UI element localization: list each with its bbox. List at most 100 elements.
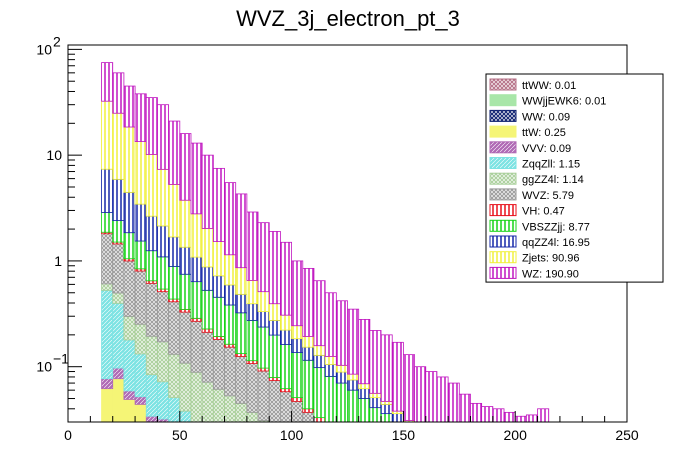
bar <box>157 104 170 170</box>
bar <box>235 293 248 314</box>
bar <box>168 353 181 399</box>
bar <box>145 415 158 423</box>
bar <box>201 328 214 333</box>
bar <box>492 408 505 423</box>
bar <box>268 334 281 378</box>
bar <box>291 352 304 399</box>
bar <box>101 62 114 102</box>
bar <box>212 338 225 390</box>
legend-swatch <box>489 235 517 248</box>
bar <box>101 100 114 170</box>
bar <box>291 400 304 423</box>
bar <box>537 408 550 423</box>
bar <box>212 241 225 277</box>
legend-swatch <box>489 94 517 107</box>
bar <box>134 203 147 242</box>
bar <box>212 296 225 337</box>
bar <box>101 378 114 390</box>
bar <box>358 383 371 390</box>
legend-entry: VBSZZjj: 8.77 <box>522 221 590 233</box>
y-tick-label: 10 <box>46 147 62 163</box>
bar <box>302 267 315 337</box>
bar <box>224 182 237 256</box>
bar <box>246 319 259 362</box>
legend-entry: ggZZ4l: 1.14 <box>522 174 584 186</box>
bar <box>246 363 259 413</box>
bar <box>302 408 315 413</box>
bar <box>134 240 147 270</box>
bar <box>335 364 348 373</box>
y-tick-label: 1 <box>54 253 62 269</box>
bar <box>436 376 449 423</box>
bar <box>212 336 225 340</box>
legend-entry: VH: 0.47 <box>522 206 565 218</box>
bar <box>168 397 181 423</box>
bar <box>145 282 158 337</box>
bar <box>123 232 136 260</box>
bar <box>212 275 225 298</box>
bar <box>402 354 415 421</box>
bar <box>157 381 170 420</box>
bar <box>168 301 181 355</box>
bar <box>302 336 315 348</box>
bar <box>179 311 192 364</box>
bar <box>224 395 237 423</box>
bar <box>347 379 360 391</box>
bar <box>101 233 114 285</box>
legend-swatch <box>489 204 517 217</box>
bar <box>235 267 248 295</box>
bar <box>280 329 293 345</box>
x-tick-label: 250 <box>615 427 639 443</box>
bar <box>224 343 237 348</box>
legend: ttWW: 0.01 WWjjEWK6: 0.01 WW: 0.09 ttW: 0.2… <box>485 73 664 283</box>
bar <box>179 133 192 201</box>
legend-entry: WVZ: 5.79 <box>522 190 574 202</box>
bar <box>235 193 248 269</box>
bar <box>313 417 326 423</box>
bar <box>324 364 337 377</box>
bar <box>224 346 237 397</box>
bar <box>123 315 136 341</box>
chart-title: WVZ_3j_electron_pt_3 <box>236 6 460 31</box>
bar <box>235 353 248 357</box>
legend-entry: WZ: 190.90 <box>522 268 579 280</box>
bar <box>447 382 460 423</box>
x-tick-label: 0 <box>64 427 72 443</box>
bar <box>179 410 192 423</box>
bar <box>470 402 483 423</box>
bar <box>190 142 203 215</box>
bar <box>347 308 360 375</box>
bar <box>101 388 114 423</box>
bar <box>112 178 125 221</box>
bar <box>291 338 304 353</box>
bar <box>123 260 136 317</box>
bar <box>280 241 293 316</box>
bar <box>190 317 203 322</box>
bar <box>201 266 214 291</box>
legend-swatch <box>489 172 517 185</box>
bar <box>235 356 248 404</box>
bar <box>157 225 170 258</box>
legend-swatch <box>489 219 517 232</box>
x-tick-label: 150 <box>392 427 416 443</box>
bar <box>246 280 259 305</box>
bar <box>291 325 304 340</box>
bar <box>246 411 259 423</box>
bar <box>168 298 181 303</box>
bar <box>268 303 281 321</box>
bar <box>235 402 248 423</box>
bar <box>246 303 259 321</box>
bar <box>212 167 225 242</box>
bar <box>190 320 203 373</box>
bar <box>380 413 393 423</box>
bar <box>112 112 125 180</box>
legend-swatch <box>489 266 517 279</box>
legend-entry: qqZZ4l: 16.95 <box>522 237 590 249</box>
bar <box>458 393 471 423</box>
bar <box>134 353 147 398</box>
bar <box>123 85 136 128</box>
bar <box>369 330 382 394</box>
bar <box>369 397 382 409</box>
